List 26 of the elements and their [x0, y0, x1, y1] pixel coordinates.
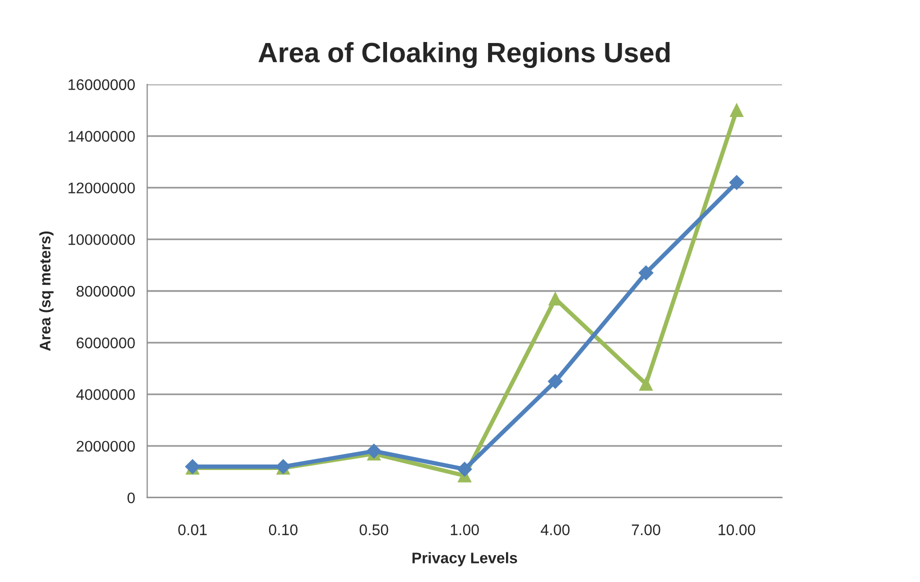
x-tick-label: 0.50 [360, 524, 388, 536]
x-tick-label: 0.01 [178, 524, 207, 536]
y-tick-label: 0 [127, 492, 135, 504]
y-tick-label: 16000000 [68, 79, 135, 90]
y-tick-label: 4000000 [76, 389, 135, 400]
y-tick-label: 14000000 [68, 130, 135, 142]
point [730, 103, 744, 117]
y-axis-title: Area (sq meters) [39, 231, 54, 351]
y-tick-label: 2000000 [76, 440, 135, 452]
y-tick-label: 12000000 [68, 182, 135, 194]
point [548, 374, 563, 389]
x-tick-label: 10.00 [718, 524, 756, 536]
x-tick-label: 1.00 [450, 524, 479, 536]
x-tick-label: 7.00 [632, 524, 660, 536]
chart-title: Area of Cloaking Regions Used [258, 42, 670, 68]
x-tick-label: 0.10 [268, 524, 298, 536]
y-tick-label: 10000000 [68, 234, 135, 246]
y-tick-label: 6000000 [76, 338, 135, 348]
point [638, 266, 654, 280]
point [639, 377, 653, 391]
point [366, 444, 382, 459]
x-tick-label: 4.00 [540, 524, 570, 536]
x-axis-title: Privacy Levels [412, 552, 518, 566]
y-tick-label: 8000000 [76, 286, 135, 297]
point [457, 462, 472, 477]
point [729, 175, 744, 190]
